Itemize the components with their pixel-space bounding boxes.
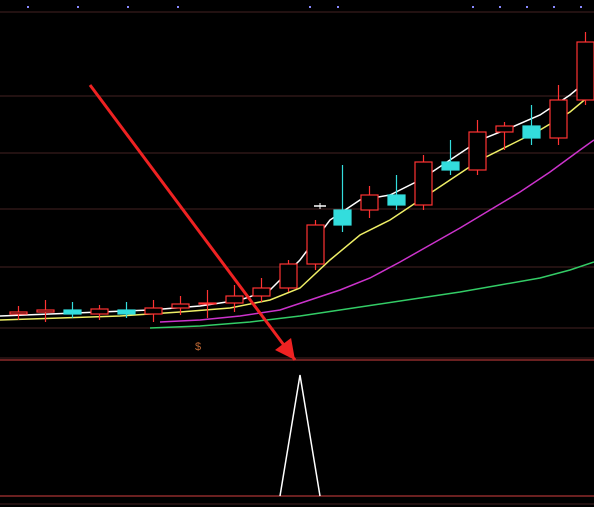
candlestick-chart[interactable]: $ bbox=[0, 0, 594, 507]
candle-body bbox=[172, 304, 189, 308]
chart-background bbox=[0, 0, 594, 507]
candle-body bbox=[37, 310, 54, 312]
candle-body bbox=[64, 310, 81, 314]
candle-body bbox=[550, 100, 567, 138]
candle-body bbox=[307, 225, 324, 264]
candle-body bbox=[145, 308, 162, 314]
top-tick bbox=[127, 6, 129, 8]
top-tick bbox=[177, 6, 179, 8]
chart-svg: $ bbox=[0, 0, 594, 507]
candle-body bbox=[415, 162, 432, 205]
top-tick bbox=[580, 6, 582, 8]
candle-body bbox=[334, 210, 351, 225]
candle-body bbox=[388, 195, 405, 205]
candle-body bbox=[442, 162, 459, 170]
top-tick bbox=[337, 6, 339, 8]
candle-body bbox=[199, 303, 216, 304]
candle-body bbox=[280, 264, 297, 288]
candle-body bbox=[361, 195, 378, 210]
candle-body bbox=[118, 310, 135, 314]
candle-body bbox=[226, 296, 243, 303]
top-tick bbox=[27, 6, 29, 8]
candle-body bbox=[91, 309, 108, 314]
candle-body bbox=[577, 42, 594, 100]
candle-body bbox=[523, 126, 540, 138]
top-tick bbox=[526, 6, 528, 8]
top-tick bbox=[472, 6, 474, 8]
top-tick bbox=[553, 6, 555, 8]
candle-body bbox=[496, 126, 513, 132]
top-tick bbox=[77, 6, 79, 8]
candle-body bbox=[10, 312, 27, 314]
candle-body bbox=[253, 288, 270, 296]
top-tick bbox=[309, 6, 311, 8]
marker-label: $ bbox=[195, 341, 201, 353]
candle-body bbox=[469, 132, 486, 170]
top-tick bbox=[499, 6, 501, 8]
